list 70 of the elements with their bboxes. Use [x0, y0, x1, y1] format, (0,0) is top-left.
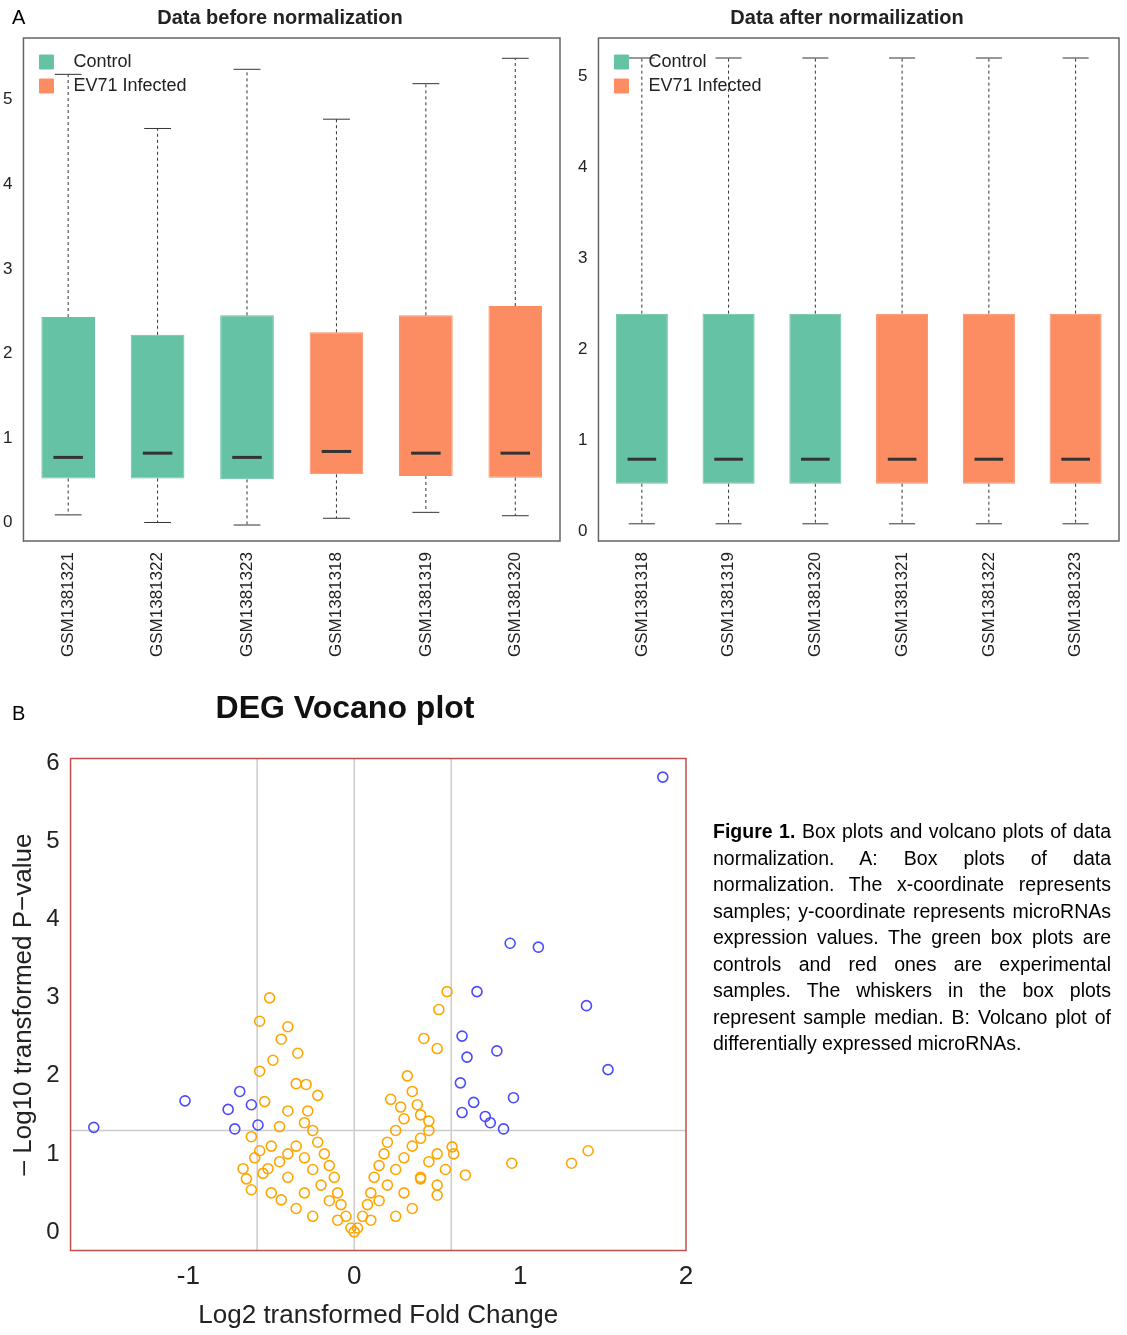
y-tick-label: 5 — [2, 89, 13, 109]
point — [602, 1063, 614, 1076]
point — [491, 1045, 503, 1057]
x-tick-label: GSM1381320 — [504, 552, 524, 657]
point — [228, 1123, 241, 1135]
y-axis-title: – Log10 transformed P−value — [6, 833, 37, 1176]
x-tick-label: GSM1381323 — [236, 552, 256, 657]
point — [471, 985, 483, 998]
y-tick-label: 3 — [46, 982, 60, 1010]
y-tick-label: 0 — [577, 520, 588, 540]
x-tick-label: GSM1381319 — [415, 552, 435, 657]
y-tick-label: 4 — [577, 156, 588, 176]
y-tick-label: 3 — [577, 247, 588, 267]
point — [467, 1096, 480, 1109]
x-tick-label: GSM1381320 — [805, 552, 825, 657]
point — [456, 1106, 468, 1119]
point — [497, 1123, 510, 1135]
point — [504, 937, 516, 950]
y-tick-label: 1 — [2, 427, 13, 447]
text: B — [12, 702, 26, 725]
x-tick-label: 1 — [512, 1260, 528, 1291]
point — [179, 1095, 191, 1107]
legend-label: Control — [648, 50, 707, 71]
point — [87, 1121, 100, 1134]
y-tick-label: 2 — [577, 338, 588, 358]
x-axis-title: Log2 transformed Fold Change — [198, 1298, 559, 1329]
y-tick-label: 5 — [46, 826, 60, 854]
x-tick-label: -1 — [176, 1260, 200, 1291]
y-tick-label: 4 — [2, 173, 13, 193]
chart-title: Data after normailization — [730, 5, 964, 28]
point — [454, 1077, 467, 1089]
x-tick-label: GSM1381319 — [718, 552, 738, 657]
x-tick-label: 0 — [346, 1260, 362, 1291]
x-tick-label: GSM1381318 — [631, 552, 651, 657]
point — [252, 1119, 264, 1131]
chart-title: DEG Vocano plot — [215, 689, 475, 726]
point — [656, 771, 669, 783]
point — [479, 1110, 492, 1123]
y-tick-label: 6 — [46, 748, 60, 776]
legend-label: Control — [73, 50, 132, 71]
text: A — [12, 6, 26, 29]
x-tick-label: GSM1381322 — [147, 552, 167, 657]
x-tick-label: GSM1381322 — [978, 552, 998, 657]
x-tick-label: GSM1381318 — [326, 552, 346, 657]
x-tick-label: 2 — [678, 1260, 694, 1291]
y-tick-label: 3 — [2, 258, 13, 278]
y-tick-label: 0 — [46, 1216, 60, 1244]
x-tick-label: GSM1381321 — [57, 552, 77, 657]
point — [484, 1116, 497, 1129]
point — [456, 1030, 468, 1042]
y-tick-label: 1 — [577, 429, 588, 449]
point — [461, 1051, 473, 1063]
y-tick-label: 2 — [2, 343, 13, 363]
y-tick-label: 5 — [577, 65, 588, 85]
y-tick-label: 2 — [46, 1060, 60, 1088]
point — [580, 999, 593, 1012]
point — [532, 941, 545, 953]
point — [507, 1091, 520, 1104]
x-tick-label: GSM1381321 — [891, 552, 911, 657]
chart-title: Data before normalization — [157, 5, 403, 28]
x-tick-label: GSM1381323 — [1065, 552, 1085, 657]
y-tick-label: 0 — [2, 512, 13, 532]
y-tick-label: 1 — [46, 1138, 60, 1166]
legend-label: EV71 Infected — [648, 74, 762, 95]
legend-label: EV71 Infected — [73, 74, 187, 95]
point — [222, 1103, 234, 1116]
y-tick-label: 4 — [46, 904, 60, 932]
point — [233, 1085, 246, 1098]
point — [245, 1098, 258, 1111]
text: Figure 1. Box plots and volcano plots of data normalization. A: Box plots of data normalization. The x-coordinate represents samples; y-coordinate represents microRNAs expression values. The green box plots are controls and red ones are experimental samples. The whiskers in the box plots represent sample median. B: Volcano plot of differentially expressed microRNAs. — [713, 820, 1111, 1054]
